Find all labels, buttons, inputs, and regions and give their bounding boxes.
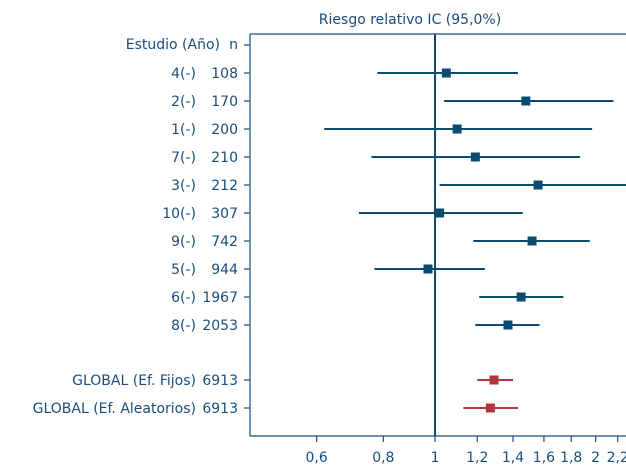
study-row-label: 8(-): [171, 318, 196, 334]
study-row-n: 210: [211, 150, 238, 166]
study-row-point: [435, 208, 445, 218]
study-row-n: 200: [211, 122, 238, 138]
study-row-n: 1967: [202, 290, 238, 306]
study-row-point: [533, 180, 543, 190]
global-row-point: [485, 403, 495, 413]
study-row-label: 7(-): [171, 150, 196, 166]
study-row-label: 9(-): [171, 234, 196, 250]
x-tick-label: 1,4: [502, 450, 524, 466]
global-row-label: GLOBAL (Ef. Aleatorios): [33, 401, 196, 417]
x-tick-label: 2,2: [607, 450, 626, 466]
study-row-point: [423, 264, 433, 274]
global-row-n: 6913: [202, 401, 238, 417]
study-row-n: 742: [211, 234, 238, 250]
study-row-n: 307: [211, 206, 238, 222]
study-row-n: 944: [211, 262, 238, 278]
x-tick-label: 1,8: [560, 450, 582, 466]
study-row-n: 2053: [202, 318, 238, 334]
x-tick-label: 2: [591, 450, 600, 466]
study-row-label: 3(-): [171, 178, 196, 194]
study-row-label: 5(-): [171, 262, 196, 278]
study-row-point: [521, 96, 531, 106]
study-row-n: 170: [211, 94, 238, 110]
x-tick-label: 1: [431, 450, 440, 466]
header-study: Estudio (Año): [126, 37, 220, 53]
study-row-label: 10(-): [162, 206, 196, 222]
study-row-point: [516, 292, 526, 302]
x-tick-label: 0,8: [372, 450, 394, 466]
chart-title: Riesgo relativo IC (95,0%): [319, 12, 501, 28]
study-row-point: [452, 124, 462, 134]
global-row-n: 6913: [202, 373, 238, 389]
study-row-n: 108: [211, 66, 238, 82]
global-row-label: GLOBAL (Ef. Fijos): [72, 373, 196, 389]
study-row-point: [503, 320, 513, 330]
study-row-label: 4(-): [171, 66, 196, 82]
study-row-label: 2(-): [171, 94, 196, 110]
study-row-point: [470, 152, 480, 162]
x-tick-label: 1,6: [533, 450, 555, 466]
header-n: n: [229, 37, 238, 53]
study-row-label: 1(-): [171, 122, 196, 138]
x-tick-label: 0,6: [306, 450, 328, 466]
study-row-point: [441, 68, 451, 78]
study-row-point: [527, 236, 537, 246]
x-tick-label: 1,2: [466, 450, 488, 466]
study-row-n: 212: [211, 178, 238, 194]
global-row-point: [489, 375, 499, 385]
study-row-label: 6(-): [171, 290, 196, 306]
